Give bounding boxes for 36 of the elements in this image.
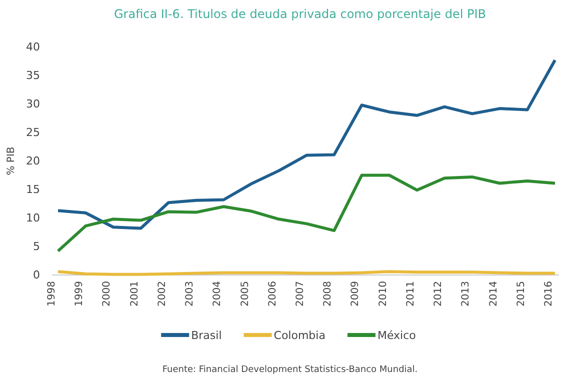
y-tick-label: 0 [33, 268, 40, 282]
chart-title: Grafica II-6. Titulos de deuda privada como porcentaje del PIB [114, 7, 486, 21]
x-tick-label: 2008 [322, 281, 334, 306]
x-tick-label: 2001 [129, 281, 140, 306]
line-series [56, 174, 556, 253]
x-tick-label: 2005 [240, 281, 251, 306]
y-tick-label: 40 [26, 40, 40, 54]
y-tick-label: 5 [33, 240, 40, 254]
x-tick-label: 1999 [74, 281, 86, 306]
x-tick-label: 2002 [156, 281, 168, 306]
x-tick-label: 2006 [267, 281, 278, 306]
y-tick-label: 15 [26, 183, 40, 196]
x-tick-label: 2012 [433, 281, 444, 306]
y-axis-title: % PIB [6, 146, 17, 176]
x-tick-label: 2000 [102, 281, 113, 306]
y-tick-label: 10 [26, 212, 40, 225]
x-tick-label: 2015 [516, 281, 527, 306]
y-tick-label: 30 [26, 98, 40, 111]
x-tick-label: 2003 [184, 281, 196, 306]
x-tick-label: 2007 [295, 281, 306, 306]
legend-label: México [377, 329, 416, 342]
x-tick-label: 2014 [488, 281, 500, 306]
x-tick-label: 2016 [544, 281, 554, 306]
x-tick-label: 1998 [46, 281, 58, 306]
legend-label: Colombia [274, 329, 326, 342]
source-note: Fuente: Financial Development Statistics-Banco Mundial. [162, 365, 418, 375]
x-tick-label: 2011 [405, 281, 416, 306]
y-tick-label: 20 [26, 154, 40, 168]
line-series [56, 58, 556, 230]
x-tick-label: 2010 [378, 281, 389, 306]
x-tick-label: 2013 [460, 281, 472, 306]
x-tick-label: 2009 [350, 281, 362, 306]
legend-label: Brasil [191, 329, 222, 342]
y-tick-label: 35 [26, 69, 40, 82]
x-tick-label: 2004 [212, 281, 224, 306]
y-tick-label: 25 [26, 126, 40, 140]
